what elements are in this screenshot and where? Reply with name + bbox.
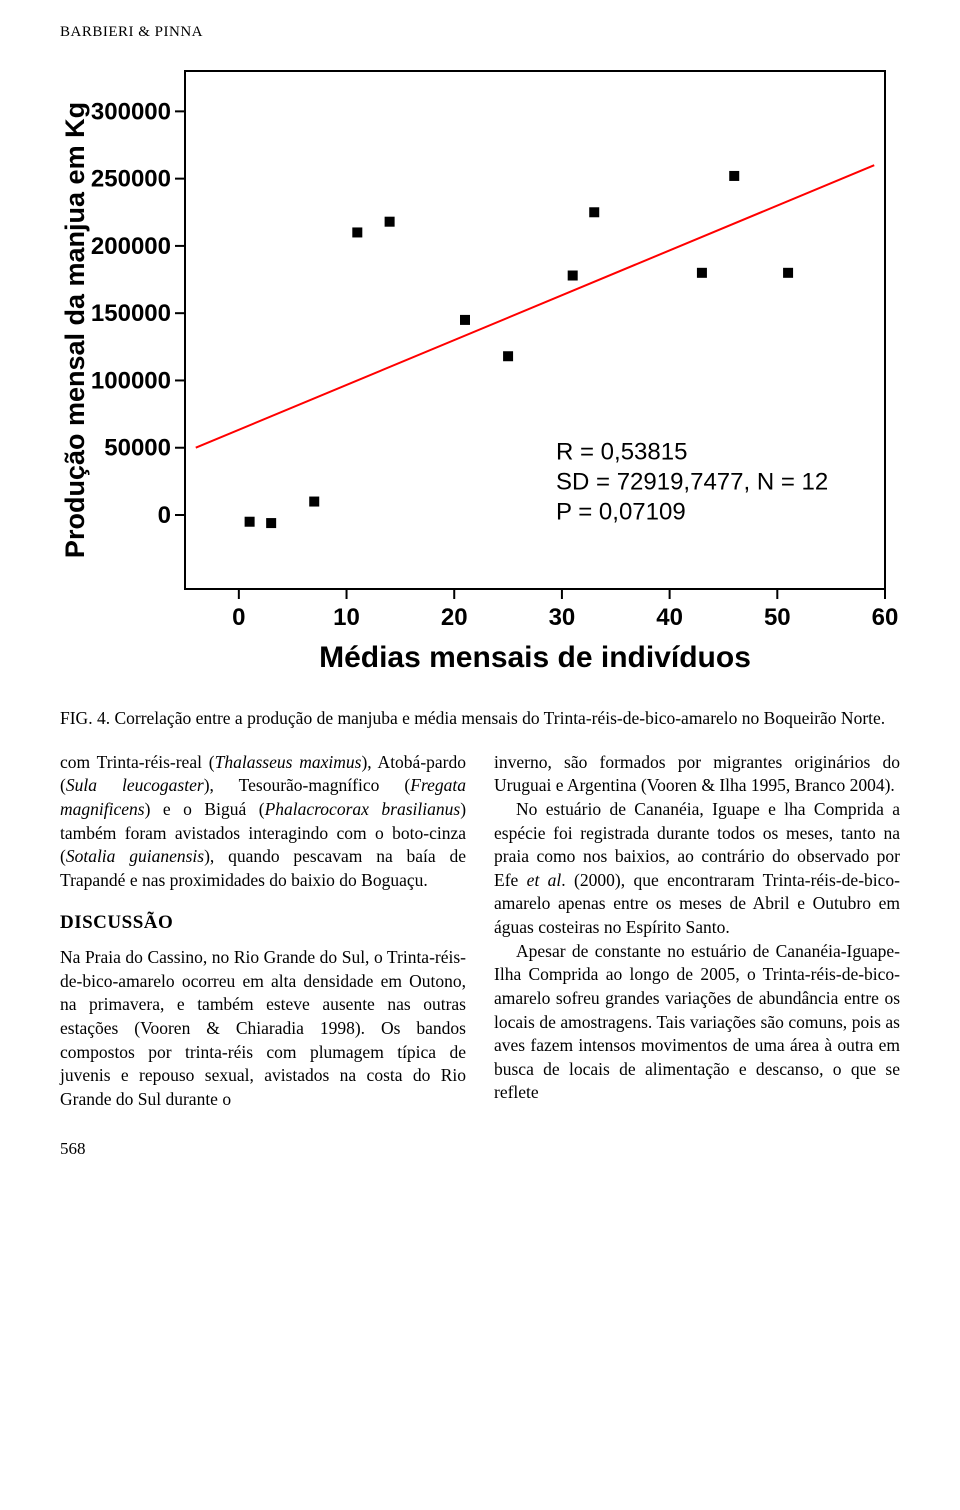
paragraph-2: Na Praia do Cassino, no Rio Grande do Su… xyxy=(60,946,466,1111)
p1-c: ), Tesourão-magnífico ( xyxy=(204,775,411,795)
svg-text:60: 60 xyxy=(872,604,899,631)
body-columns: com Trinta-réis-real (Thalasseus maximus… xyxy=(60,751,900,1112)
column-left: com Trinta-réis-real (Thalasseus maximus… xyxy=(60,751,466,1112)
paragraph-4: No estuário de Cananéia, Iguape e lha Co… xyxy=(494,798,900,940)
chart-svg: 0 10 20 30 40 50 60 0 50000 100000 150000 200000 250… xyxy=(60,59,900,689)
svg-text:0: 0 xyxy=(232,604,245,631)
svg-text:50000: 50000 xyxy=(104,435,171,462)
p1-it5: Sotalia guianensis xyxy=(66,846,204,866)
p1-it2: Sula leucogaster xyxy=(66,775,204,795)
caption-prefix: FIG. 4. xyxy=(60,708,114,728)
svg-text:40: 40 xyxy=(656,604,683,631)
svg-text:SD = 72919,7477, N = 12: SD = 72919,7477, N = 12 xyxy=(556,469,828,496)
svg-text:Médias mensais de indivíduos: Médias mensais de indivíduos xyxy=(319,641,751,674)
running-head: BARBIERI & PINNA xyxy=(60,24,900,41)
column-right: inverno, são formados por migrantes orig… xyxy=(494,751,900,1112)
p1-it4: Phalacrocorax brasilianus xyxy=(265,799,461,819)
caption-text: Correlação entre a produção de manjuba e… xyxy=(114,708,885,728)
paragraph-5: Apesar de constante no estuário de Canan… xyxy=(494,940,900,1105)
svg-text:10: 10 xyxy=(333,604,360,631)
svg-text:Produção mensal da manjua em K: Produção mensal da manjua em Kg xyxy=(60,102,90,558)
p1-it1: Thalasseus maximus xyxy=(215,752,362,772)
p4-it: et al xyxy=(527,870,562,890)
svg-text:0: 0 xyxy=(158,502,171,529)
svg-text:20: 20 xyxy=(441,604,468,631)
p1-a: com Trinta-réis-real ( xyxy=(60,752,215,772)
section-heading: DISCUSSÃO xyxy=(60,910,466,936)
scatter-chart: 0 10 20 30 40 50 60 0 50000 100000 150000 200000 250… xyxy=(60,59,900,689)
svg-text:100000: 100000 xyxy=(91,367,171,394)
p1-d: ) e o Biguá ( xyxy=(145,799,265,819)
figure-caption: FIG. 4. Correlação entre a produção de m… xyxy=(60,707,900,731)
svg-text:250000: 250000 xyxy=(91,166,171,193)
paragraph-3: inverno, são formados por migrantes orig… xyxy=(494,751,900,798)
svg-text:150000: 150000 xyxy=(91,300,171,327)
svg-text:200000: 200000 xyxy=(91,233,171,260)
svg-text:300000: 300000 xyxy=(91,98,171,125)
svg-text:P = 0,07109: P = 0,07109 xyxy=(556,499,686,526)
paragraph-1: com Trinta-réis-real (Thalasseus maximus… xyxy=(60,751,466,893)
svg-text:R = 0,53815: R = 0,53815 xyxy=(556,439,687,466)
page-number: 568 xyxy=(60,1139,900,1159)
svg-text:30: 30 xyxy=(549,604,576,631)
svg-text:50: 50 xyxy=(764,604,791,631)
